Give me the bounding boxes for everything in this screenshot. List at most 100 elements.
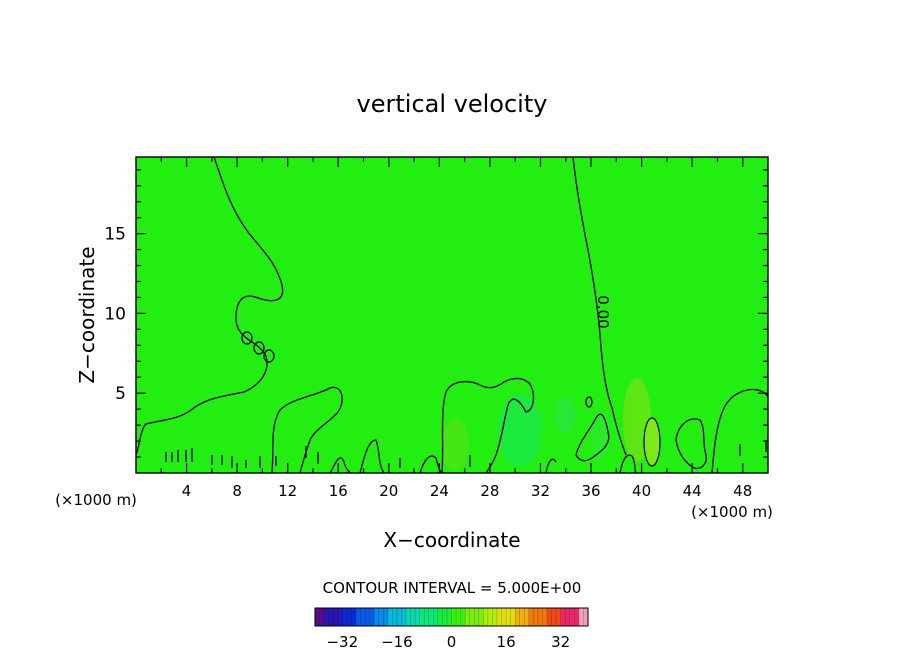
colorbar-cell bbox=[465, 608, 470, 626]
x-unit-right: (×1000 m) bbox=[691, 503, 773, 521]
colorbar-cell bbox=[515, 608, 521, 626]
colorbar-cell bbox=[569, 608, 575, 626]
colorbar-cell bbox=[551, 608, 557, 626]
contour-label: 0.00 bbox=[594, 295, 612, 328]
colorbar-cell bbox=[537, 608, 543, 626]
x-tick-label: 44 bbox=[683, 482, 702, 500]
colorbar-cell bbox=[506, 608, 511, 626]
colorbar-cell bbox=[406, 608, 411, 626]
colorbar-cell bbox=[437, 608, 443, 626]
colorbar bbox=[314, 607, 589, 627]
plot-frame bbox=[135, 156, 769, 474]
colorbar-tick-label: 16 bbox=[497, 633, 516, 651]
x-tick-label: 36 bbox=[581, 482, 600, 500]
colorbar-cell bbox=[392, 608, 398, 626]
colorbar-cell bbox=[542, 608, 548, 626]
colorbar-cell bbox=[583, 608, 589, 626]
colorbar-cell bbox=[451, 608, 457, 626]
colorbar-cell bbox=[519, 608, 525, 626]
x-tick-label: 20 bbox=[379, 482, 398, 500]
colorbar-cell bbox=[424, 608, 430, 626]
colorbar-cell bbox=[401, 608, 407, 626]
contour-cell-e bbox=[675, 418, 707, 470]
y-axis-label: Z−coordinate bbox=[75, 246, 99, 383]
x-tick-label: 48 bbox=[733, 482, 752, 500]
x-tick-label: 4 bbox=[182, 482, 192, 500]
x-tick-label: 8 bbox=[232, 482, 242, 500]
x-tick-label: 24 bbox=[430, 482, 449, 500]
colorbar-cell bbox=[474, 608, 480, 626]
colorbar-cell bbox=[497, 608, 502, 626]
colorbar-tick-label: 32 bbox=[551, 633, 570, 651]
colorbar-cell bbox=[415, 608, 420, 626]
colorbar-cell bbox=[360, 608, 366, 626]
contour-small-loops bbox=[241, 331, 593, 408]
contour-bottom-dots bbox=[165, 440, 767, 468]
x-tick-label: 28 bbox=[480, 482, 499, 500]
colorbar-cell bbox=[315, 608, 320, 626]
colorbar-cell bbox=[374, 608, 379, 626]
colorbar-cell bbox=[383, 608, 389, 626]
colorbar-cell bbox=[456, 608, 461, 626]
colorbar-cell bbox=[328, 608, 334, 626]
colorbar-cell bbox=[478, 608, 484, 626]
colorbar-labels: −32 −16 0 16 32 bbox=[326, 633, 570, 651]
colorbar-cell bbox=[442, 608, 448, 626]
x-tick-label: 32 bbox=[531, 482, 550, 500]
colorbar-cell bbox=[410, 608, 416, 626]
contour-cell-c bbox=[575, 413, 610, 462]
colorbar-tick-label: −32 bbox=[326, 633, 358, 651]
colorbar-cell bbox=[469, 608, 475, 626]
colorbar-cell bbox=[483, 608, 489, 626]
colorbar-cell bbox=[355, 608, 361, 626]
colorbar-cell bbox=[510, 608, 516, 626]
colorbar-cell bbox=[433, 608, 439, 626]
colorbar-cell bbox=[333, 608, 339, 626]
colorbar-tick-label: 0 bbox=[447, 633, 457, 651]
contour-cell-a bbox=[271, 386, 343, 474]
colorbar-cell bbox=[487, 608, 493, 626]
axis-ticks bbox=[136, 157, 768, 473]
colorbar-cell bbox=[396, 608, 402, 626]
x-tick-label: 16 bbox=[329, 482, 348, 500]
contour-interval-text: CONTOUR INTERVAL = 5.000E+00 bbox=[323, 579, 582, 597]
colorbar-cell bbox=[369, 608, 375, 626]
contour-right-plume bbox=[572, 156, 627, 456]
y-tick-label: 5 bbox=[115, 384, 126, 404]
colorbar-cell bbox=[565, 608, 571, 626]
colorbar-cell bbox=[446, 608, 452, 626]
positive-contour bbox=[643, 417, 661, 467]
x-axis-label: X−coordinate bbox=[383, 528, 520, 552]
colorbar-cell bbox=[533, 608, 539, 626]
colorbar-cell bbox=[387, 608, 393, 626]
colorbar-cell bbox=[428, 608, 434, 626]
colorbar-cell bbox=[547, 608, 552, 626]
colorbar-cell bbox=[346, 608, 352, 626]
colorbar-cell bbox=[460, 608, 466, 626]
colorbar-tick-label: −16 bbox=[381, 633, 413, 651]
x-unit-left: (×1000 m) bbox=[55, 491, 137, 509]
colorbar-cell bbox=[492, 608, 498, 626]
colorbar-frame bbox=[314, 607, 589, 627]
colorbar-cell bbox=[419, 608, 425, 626]
colorbar-cell bbox=[319, 608, 325, 626]
colorbar-cell bbox=[365, 608, 370, 626]
colorbar-cell bbox=[528, 608, 534, 626]
colorbar-cell bbox=[524, 608, 530, 626]
x-tick-label: 12 bbox=[278, 482, 297, 500]
contour-left-plume bbox=[135, 156, 284, 456]
contour-cell-b bbox=[441, 377, 535, 474]
colorbar-cell bbox=[501, 608, 507, 626]
colorbar-cell bbox=[351, 608, 357, 626]
zero-contours bbox=[135, 156, 769, 474]
colorbar-cell bbox=[556, 608, 561, 626]
colorbar-cell bbox=[378, 608, 384, 626]
contour-bottom-wiggles bbox=[329, 439, 637, 474]
colorbar-cell bbox=[578, 608, 584, 626]
colorbar-cell bbox=[560, 608, 566, 626]
colorbar-cell bbox=[337, 608, 343, 626]
colorbar-cell bbox=[324, 608, 329, 626]
colorbar-cell bbox=[574, 608, 580, 626]
